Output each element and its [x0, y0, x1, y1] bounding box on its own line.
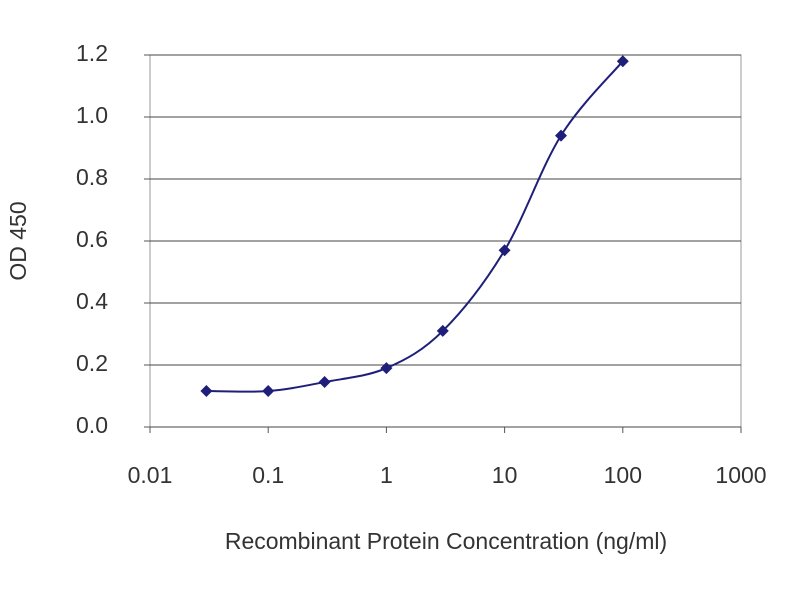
- x-axis-label: Recombinant Protein Concentration (ng/ml…: [225, 528, 667, 554]
- point: [616, 55, 629, 68]
- y-tick-label: 1.0: [76, 102, 108, 128]
- point: [436, 324, 449, 337]
- x-tick-label: 0.01: [128, 462, 173, 488]
- x-tick-label: 100: [604, 462, 642, 488]
- y-tick-label: 0.8: [76, 164, 108, 190]
- point: [200, 385, 213, 398]
- y-tick-label: 0.2: [76, 350, 108, 376]
- y-axis-label: OD 450: [5, 201, 31, 280]
- y-tick-label: 0.4: [76, 288, 108, 314]
- y-tick-label: 1.2: [76, 40, 108, 66]
- point: [498, 244, 511, 257]
- point: [554, 129, 567, 142]
- x-tick-label: 1000: [715, 462, 766, 488]
- point: [262, 385, 275, 398]
- point: [380, 362, 393, 375]
- x-tick-label: 0.1: [252, 462, 284, 488]
- x-tick-label: 10: [492, 462, 518, 488]
- y-tick-label: 0.6: [76, 226, 108, 252]
- point: [318, 376, 331, 389]
- y-tick-label: 0.0: [76, 412, 108, 438]
- x-tick-label: 1: [380, 462, 393, 488]
